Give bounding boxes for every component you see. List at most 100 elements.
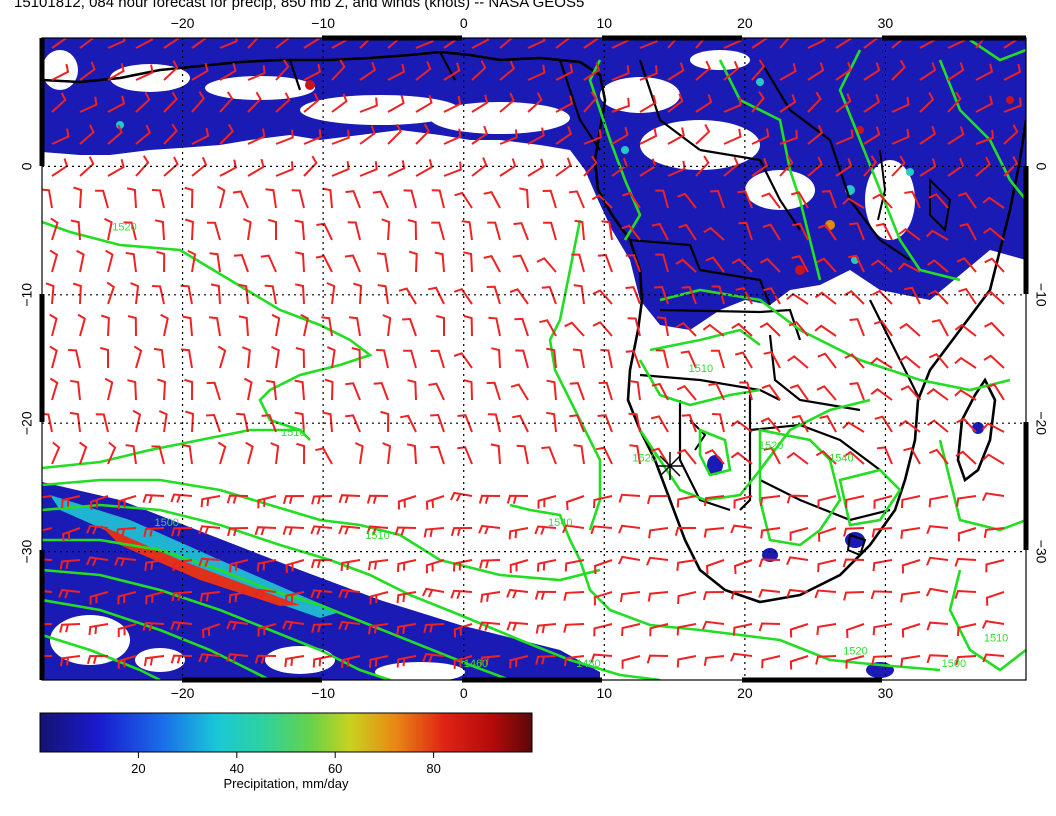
wind-barb xyxy=(703,527,725,538)
contour-label: 1460 xyxy=(464,658,488,670)
wind-barb xyxy=(509,288,529,305)
wind-barb xyxy=(275,92,291,113)
frame-bars xyxy=(39,35,1029,683)
wind-barb xyxy=(421,587,445,597)
wind-barb-feather xyxy=(120,558,126,567)
wind-barb xyxy=(926,654,949,664)
map-panel: 1520 1510 1500 1510 1540 1520 1510 1520 1540 1520… xyxy=(19,15,1050,701)
wind-barb xyxy=(51,128,70,145)
wind-barb xyxy=(510,383,529,401)
wind-barb xyxy=(479,655,501,666)
wind-barb xyxy=(751,157,769,177)
wind-barb xyxy=(625,286,641,305)
lat-tick-label-right: −10 xyxy=(1033,283,1049,307)
wind-barb xyxy=(184,218,194,241)
wind-barb-feather xyxy=(455,493,462,502)
wind-barb xyxy=(904,190,921,209)
wind-barb xyxy=(891,155,906,177)
wind-barb xyxy=(226,653,249,663)
wind-barb xyxy=(443,38,461,49)
wind-barb xyxy=(376,252,389,273)
wind-barb xyxy=(59,623,81,633)
wind-barb-feather xyxy=(65,560,69,569)
wind-barb xyxy=(351,347,361,369)
wind-barb xyxy=(135,92,151,113)
wind-barb xyxy=(734,351,753,369)
wind-barb xyxy=(983,290,1005,305)
wind-barb xyxy=(430,445,445,465)
wind-barb xyxy=(1003,97,1022,113)
wind-barb xyxy=(206,381,221,401)
wind-barb xyxy=(845,495,865,508)
wind-barb xyxy=(535,655,557,665)
wind-barb xyxy=(431,189,445,209)
wind-barb-feather xyxy=(288,527,293,536)
wind-barb xyxy=(73,186,83,209)
wind-barb xyxy=(737,190,753,209)
wind-barb xyxy=(702,591,725,601)
wind-barb xyxy=(51,441,61,465)
wind-barb-feather xyxy=(429,624,433,633)
contour-label: 1520 xyxy=(759,440,783,452)
wind-barb xyxy=(611,157,628,177)
wind-barb xyxy=(677,192,697,209)
wind-barb xyxy=(814,324,837,337)
wind-barb-feather xyxy=(344,622,350,631)
contour-label: 1520 xyxy=(843,645,867,657)
wind-barb xyxy=(597,254,613,273)
wind-barb xyxy=(428,382,445,401)
wind-barb xyxy=(425,559,445,574)
wind-barb xyxy=(42,188,53,209)
colorbar-tick-label: 60 xyxy=(328,761,342,776)
wind-barb xyxy=(185,410,195,433)
wind-barb-feather xyxy=(541,656,545,665)
wind-barb xyxy=(574,219,585,241)
wind-barb xyxy=(835,158,853,177)
wind-barb xyxy=(926,621,949,631)
wind-barb xyxy=(86,655,109,665)
wind-barb xyxy=(730,419,753,433)
wind-barb xyxy=(51,63,70,81)
wind-barb xyxy=(732,623,753,636)
wind-barb xyxy=(107,63,125,81)
wind-barb xyxy=(675,258,697,273)
wind-barb-feather xyxy=(260,655,265,664)
wind-barb-feather xyxy=(149,528,153,537)
wind-barb xyxy=(619,591,641,603)
wind-barb xyxy=(206,221,221,241)
colorbar-label: Precipitation, mm/day xyxy=(224,776,349,791)
wind-barb-feather xyxy=(316,526,321,535)
wind-barb xyxy=(282,620,305,630)
wind-barb-feather xyxy=(288,495,293,504)
wind-barb xyxy=(415,61,432,81)
wind-barb-feather xyxy=(287,621,294,631)
wind-barb-feather xyxy=(512,495,517,504)
wind-barb xyxy=(180,348,193,369)
wind-barb xyxy=(618,524,641,534)
wind-barb xyxy=(925,587,949,597)
wind-barb xyxy=(639,38,658,49)
wind-barb-feather xyxy=(95,499,99,508)
wind-barb xyxy=(676,559,697,571)
wind-barb xyxy=(353,282,363,305)
map-title: 15101812, 084 hour forecast for precip, … xyxy=(14,0,585,11)
wind-barb xyxy=(311,623,333,633)
wind-barb xyxy=(583,91,598,113)
wind-barb xyxy=(900,591,921,603)
wind-barb xyxy=(648,527,669,539)
wind-barb xyxy=(359,97,378,113)
wind-barb xyxy=(789,655,809,670)
wind-barb xyxy=(58,588,81,598)
wind-barb xyxy=(730,451,753,465)
wind-barb xyxy=(261,414,277,433)
wind-barb xyxy=(142,621,165,631)
wind-barb-feather xyxy=(486,593,490,602)
wind-barb xyxy=(415,159,433,177)
wind-barb xyxy=(891,59,906,81)
wind-barb xyxy=(807,62,825,81)
wind-barb-feather xyxy=(149,657,154,666)
contour-label: 1510 xyxy=(281,427,305,439)
wind-barb xyxy=(898,227,921,241)
wind-barb-feather xyxy=(374,658,378,667)
wind-barb xyxy=(76,249,85,273)
